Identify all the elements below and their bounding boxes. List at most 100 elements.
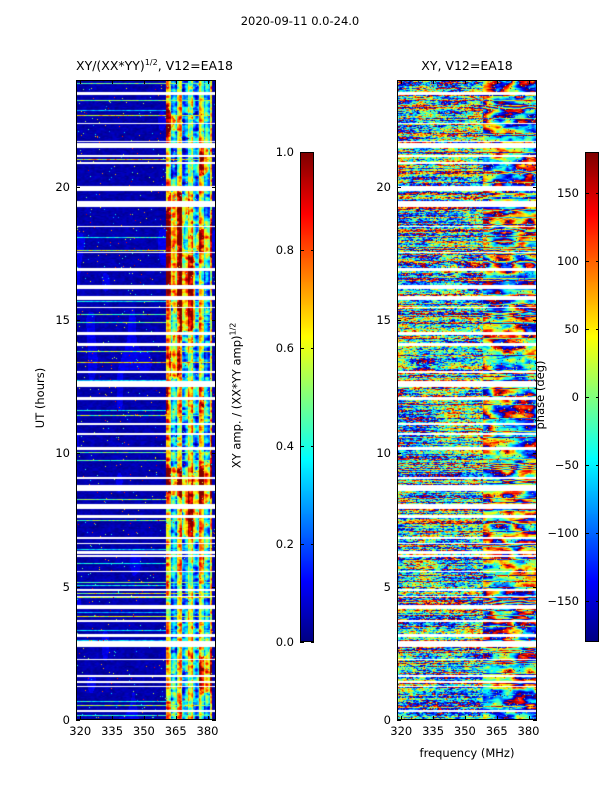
amplitude-cbar-tick-r-5 <box>310 152 314 153</box>
shared-xlabel: frequency (MHz) <box>419 746 515 760</box>
yticklabel-left-3: 15 <box>55 313 70 327</box>
amplitude-ratio-heatmap[interactable] <box>76 80 216 720</box>
amplitude-cbar-tick-3 <box>300 348 304 349</box>
ytick-right-1 <box>397 586 401 588</box>
xtick-top-left-0 <box>80 80 82 84</box>
amplitude-cbar-tick-1 <box>300 544 304 545</box>
ytick-right-right-3 <box>533 320 537 321</box>
amplitude-cbar-tick-r-2 <box>310 446 314 447</box>
phase-cbar-tick-3 <box>585 397 589 398</box>
left-panel-title: XY/(XX*YY)1/2, V12=EA18 <box>76 58 233 74</box>
phase-cbar-tick-r-1 <box>595 533 599 535</box>
ytick-left-1 <box>76 586 80 588</box>
amplitude-cbar-tick-r-1 <box>310 544 314 545</box>
amplitude-cbar-ticklabel-2: 0.4 <box>275 439 294 453</box>
ytick-right-2 <box>397 453 401 455</box>
amplitude-colorbar-gradient <box>301 153 313 641</box>
amplitude-ratio-image <box>77 81 215 719</box>
phase-cbar-tick-r-2 <box>595 465 599 467</box>
amplitude-colorbar-label-exponent: 1/2 <box>228 322 238 336</box>
xtick-left-1 <box>112 716 114 720</box>
phase-heatmap[interactable] <box>397 80 537 720</box>
ytick-right-right-0 <box>533 720 537 721</box>
xtick-left-3 <box>175 716 177 720</box>
ytick-left-4 <box>76 186 80 188</box>
xtick-left-2 <box>143 716 145 720</box>
ytick-left-3 <box>76 320 80 321</box>
left-title-main: XY/(XX*YY) <box>76 58 145 74</box>
xticklabel-left-0: 320 <box>69 724 92 738</box>
phase-cbar-tick-5 <box>585 260 589 262</box>
amplitude-cbar-ticklabel-4: 0.8 <box>275 243 294 257</box>
phase-cbar-ticklabel-6: 150 <box>557 185 579 200</box>
phase-cbar-ticklabel-4: 50 <box>564 321 579 336</box>
phase-cbar-tick-1 <box>585 533 589 535</box>
xtick-top-right-4 <box>528 80 530 84</box>
ytick-right-0 <box>397 720 401 721</box>
left-title-exponent: 1/2 <box>144 58 158 67</box>
ytick-right-right-2 <box>533 453 537 455</box>
xtick-top-right-3 <box>496 80 498 84</box>
right-panel-title: XY, V12=EA18 <box>421 58 513 73</box>
xtick-right-2 <box>464 716 466 720</box>
xticklabel-right-4: 380 <box>517 724 540 738</box>
xtick-left-4 <box>207 716 209 720</box>
xticklabel-right-3: 365 <box>485 724 508 738</box>
xtick-right-0 <box>401 716 403 720</box>
ytick-left-0 <box>76 720 80 721</box>
xtick-right-3 <box>496 716 498 720</box>
yticklabel-right-1: 5 <box>383 579 391 594</box>
phase-cbar-tick-r-3 <box>595 397 599 398</box>
amplitude-cbar-ticklabel-1: 0.2 <box>275 537 294 551</box>
amplitude-cbar-ticklabel-0: 0.0 <box>275 635 294 649</box>
phase-cbar-ticklabel-2: −50 <box>554 458 579 473</box>
ytick-right-left-4 <box>212 186 216 188</box>
ytick-right-left-3 <box>212 320 216 321</box>
amplitude-cbar-ticklabel-3: 0.6 <box>275 341 294 355</box>
xtick-right-4 <box>528 716 530 720</box>
ytick-right-left-0 <box>212 720 216 721</box>
yticklabel-right-2: 10 <box>376 446 391 461</box>
xticklabel-left-2: 350 <box>132 724 155 738</box>
yticklabel-right-4: 20 <box>376 179 391 194</box>
phase-cbar-tick-4 <box>585 328 589 330</box>
ytick-right-left-2 <box>212 453 216 455</box>
ytick-right-right-1 <box>533 586 537 588</box>
phase-colorbar-label: phase (deg) <box>533 360 547 430</box>
phase-cbar-ticklabel-1: −100 <box>547 526 579 541</box>
left-title-suffix: , V12=EA18 <box>157 58 233 74</box>
amplitude-cbar-tick-r-4 <box>310 250 314 251</box>
phase-image <box>398 81 536 719</box>
yticklabel-left-0: 0 <box>62 713 70 727</box>
xtick-right-1 <box>433 716 435 720</box>
xtick-top-left-3 <box>175 80 177 84</box>
phase-cbar-tick-2 <box>585 465 589 467</box>
amplitude-cbar-tick-4 <box>300 250 304 251</box>
amplitude-colorbar-label-text: XY amp. / (XX*YY amp) <box>229 335 244 469</box>
yticklabel-left-4: 20 <box>55 179 70 194</box>
yticklabel-right-0: 0 <box>383 713 391 727</box>
ytick-right-4 <box>397 186 401 188</box>
phase-cbar-ticklabel-3: 0 <box>571 390 579 404</box>
amplitude-cbar-tick-2 <box>300 446 304 447</box>
figure-suptitle: 2020-09-11 0.0-24.0 <box>240 14 360 28</box>
xticklabel-right-0: 320 <box>390 724 413 738</box>
amplitude-colorbar[interactable] <box>300 152 314 642</box>
phase-cbar-tick-r-5 <box>595 260 599 262</box>
xticklabel-right-2: 350 <box>453 724 476 738</box>
xtick-top-left-1 <box>112 80 114 84</box>
amplitude-cbar-tick-0 <box>300 642 304 643</box>
yticklabel-right-3: 15 <box>376 313 391 327</box>
amplitude-cbar-tick-r-3 <box>310 348 314 349</box>
xtick-top-left-4 <box>207 80 209 84</box>
xticklabel-right-1: 335 <box>422 724 445 738</box>
amplitude-colorbar-label: XY amp. / (XX*YY amp)1/2 <box>229 265 244 525</box>
xtick-left-0 <box>80 716 82 720</box>
ytick-right-left-1 <box>212 586 216 588</box>
amplitude-cbar-tick-r-0 <box>310 642 314 643</box>
phase-cbar-tick-r-6 <box>595 192 599 194</box>
amplitude-cbar-tick-5 <box>300 152 304 153</box>
left-ylabel: UT (hours) <box>33 367 47 429</box>
xticklabel-left-1: 335 <box>101 724 124 738</box>
